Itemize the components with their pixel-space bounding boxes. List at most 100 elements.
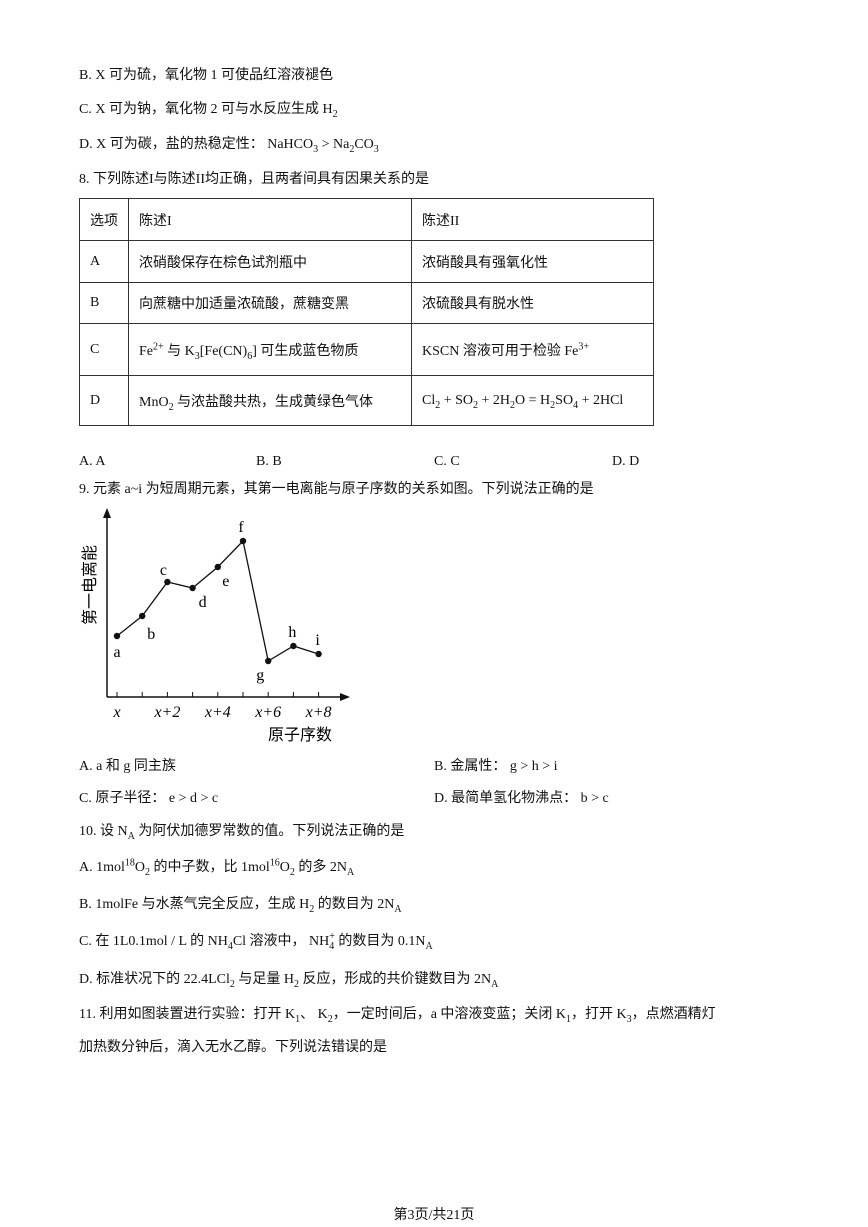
text-line: 8. 下列陈述I与陈述II均正确，且两者间具有因果关系的是 <box>79 170 429 190</box>
text: O <box>134 860 146 875</box>
point-label: c <box>160 562 167 579</box>
text-line: A. 1mol18O2 的中子数，比 1mol16O2 的多 2NA <box>79 858 354 878</box>
x-tick-label: x+8 <box>305 704 332 721</box>
text: C. 原子半径： e > d > c <box>79 791 219 806</box>
subscript: 4 <box>573 399 579 411</box>
superscript: 3+ <box>578 340 589 352</box>
text: D. X 可为碳，盐的热稳定性： NaHCO <box>79 137 314 152</box>
point <box>189 584 196 592</box>
text-line: C. C <box>434 452 460 472</box>
text: + SO <box>440 392 474 408</box>
statement-table: 选项 陈述I 陈述II A 浓硝酸保存在棕色试剂瓶中 浓硝酸具有强氧化性 B 向蔗糖中加适… <box>79 198 654 426</box>
text: 8. 下列陈述I与陈述II均正确，且两者间具有因果关系的是 <box>79 172 429 187</box>
point-label: i <box>315 632 320 649</box>
text-line: 向蔗糖中加适量浓硫酸，蔗糖变黑 <box>128 282 412 324</box>
text: D <box>90 392 101 408</box>
text: B. 1molFe 与水蒸气完全反应，生成 H <box>79 897 310 912</box>
text-line: A. a 和 g 同主族 <box>79 757 176 777</box>
x-arrow <box>340 693 350 701</box>
subscript: 4 <box>329 941 335 952</box>
text: Cl <box>422 392 436 408</box>
subscript: 2 <box>349 143 355 155</box>
text: + 2H <box>478 392 511 408</box>
text: 的中子数，比 1mol <box>150 860 270 875</box>
text-line: Cl2 + SO2 + 2H2O = H2SO4 + 2HCl <box>411 375 654 426</box>
subscript: 6 <box>247 350 253 362</box>
subscript: 2 <box>309 903 315 915</box>
text: 陈述I <box>139 213 172 229</box>
subscript: 2 <box>327 1013 333 1025</box>
text-line: 9. 元素 a~i 为短周期元素，其第一电离能与原子序数的关系如图。下列说法正确… <box>79 480 594 500</box>
text-line: D. X 可为碳，盐的热稳定性： NaHCO3 > Na2CO3 <box>79 135 379 155</box>
text-line: 11. 利用如图装置进行实验：打开 K1、 K2，一定时间后，a 中溶液变蓝；关… <box>79 1005 716 1025</box>
text: 的数目为 0.1N <box>334 934 426 950</box>
text: B. 金属性： g > h > i <box>434 759 558 774</box>
point-label: d <box>199 594 207 611</box>
text: CO <box>354 137 374 152</box>
text-line: B. 金属性： g > h > i <box>434 757 558 777</box>
text-line: 10. 设 NA 为阿伏加德罗常数的值。下列说法正确的是 <box>79 822 404 842</box>
text: A <box>90 253 101 269</box>
text-line: D <box>79 375 129 426</box>
subscript: A <box>425 941 433 953</box>
text: A. a 和 g 同主族 <box>79 759 176 774</box>
text-line: C. 在 1L0.1mol / L 的 NH4Cl 溶液中， NH +4 的数目为… <box>79 932 433 952</box>
text: A. 1mol <box>79 860 125 875</box>
ionization-figure: 第一电离能 原子序数 x x+2 x+4 x+6 x+8 a b c de f g h i <box>81 508 350 744</box>
text: ，打开 K <box>571 1007 627 1022</box>
text: C. X 可为钠，氧化物 2 可与水反应生成 H <box>79 102 333 117</box>
text: 与 K <box>163 343 195 359</box>
subscript: 2 <box>332 108 338 120</box>
text: 浓硝酸保存在棕色试剂瓶中 <box>139 255 307 271</box>
text: O <box>279 860 290 875</box>
text: 选项 <box>90 213 118 229</box>
subscript: 3 <box>373 143 379 155</box>
subscript: 4 <box>227 941 233 953</box>
x-label: 原子序数 <box>268 726 332 744</box>
text-line: 浓硫酸具有脱水性 <box>411 282 654 324</box>
text-line: 陈述II <box>411 198 654 241</box>
point <box>139 612 146 620</box>
point <box>214 563 221 571</box>
text-line: 选项 <box>79 198 129 241</box>
text-line: 加热数分钟后，滴入无水乙醇。下列说法错误的是 <box>79 1038 387 1058</box>
subscript: 3 <box>313 143 319 155</box>
text-line: 浓硝酸保存在棕色试剂瓶中 <box>128 240 412 283</box>
subscript: 1 <box>566 1013 572 1025</box>
superscript: + <box>329 931 335 942</box>
text: 9. 元素 a~i 为短周期元素，其第一电离能与原子序数的关系如图。下列说法正确… <box>79 482 594 497</box>
text: C. C <box>434 454 460 469</box>
text: 反应，形成的共价键数目为 2N <box>299 972 492 987</box>
text: [Fe(CN) <box>199 343 248 359</box>
text: B. B <box>256 454 282 469</box>
text: 陈述II <box>422 213 460 229</box>
script-pair: +4 <box>329 932 335 952</box>
text-line: A. A <box>79 452 105 472</box>
text: ，点燃酒精灯 <box>631 1007 716 1022</box>
subscript: A <box>394 903 402 915</box>
text: Fe <box>139 343 153 359</box>
text-line: KSCN 溶液可用于检验 Fe3+ <box>411 323 654 376</box>
text-line: MnO2 与浓盐酸共热，生成黄绿色气体 <box>128 375 412 426</box>
point <box>164 578 171 586</box>
subscript: 2 <box>510 399 516 411</box>
curve <box>116 539 319 663</box>
text: ] 可生成蓝色物质 <box>252 343 359 359</box>
text: 浓硝酸具有强氧化性 <box>422 255 548 271</box>
text-line: B. B <box>256 452 282 472</box>
text: B <box>90 295 100 310</box>
point-label: a <box>113 644 120 661</box>
point <box>315 650 322 658</box>
text: C <box>90 341 100 357</box>
text: 浓硫酸具有脱水性 <box>422 297 534 312</box>
text-line: C. 原子半径： e > d > c <box>79 789 218 809</box>
subscript: A <box>491 978 499 990</box>
text: 的数目为 2N <box>314 897 395 912</box>
text: 11. 利用如图装置进行实验：打开 K <box>79 1007 296 1022</box>
text: 为阿伏加德罗常数的值。下列说法正确的是 <box>134 824 405 839</box>
subscript: 2 <box>229 978 235 990</box>
point-label: b <box>147 626 155 643</box>
text-line: D. 最简单氢化物沸点： b > c <box>434 789 609 809</box>
superscript: 18 <box>124 857 135 869</box>
